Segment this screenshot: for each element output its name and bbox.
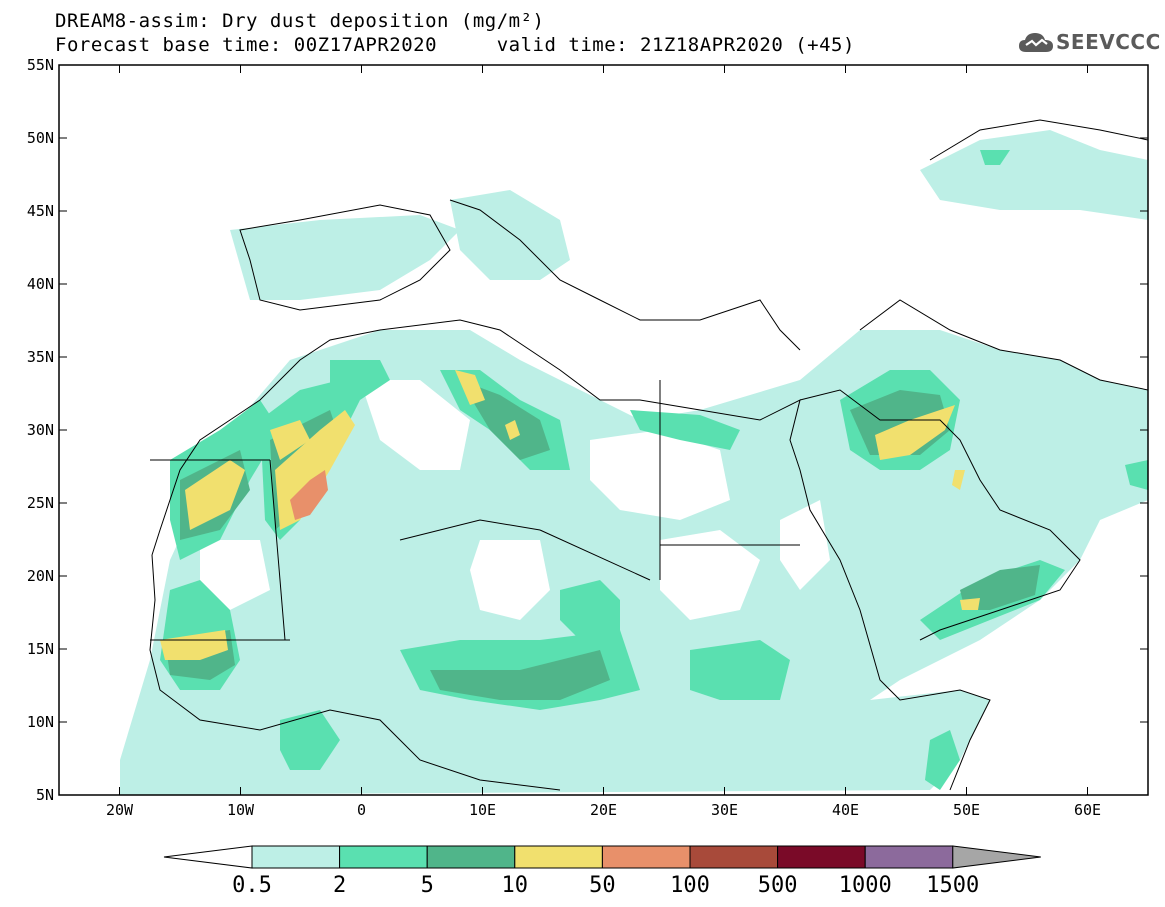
lat-tick-label: 30N (27, 421, 54, 439)
forecast-time-line: Forecast base time: 00Z17APR2020 valid t… (55, 34, 855, 56)
lon-tick-label: 50E (953, 801, 980, 819)
seevccc-logo: SEEVCCC (1018, 28, 1161, 60)
lon-tick-label: 20W (106, 801, 134, 819)
colorbar-segment (777, 845, 866, 869)
lat-tick-label: 10N (27, 713, 54, 731)
colorbar-segment (251, 845, 341, 869)
dust-deposition-field (120, 130, 1148, 795)
colorbar-lower-extend (163, 845, 253, 869)
lat-tick-label: 45N (27, 202, 54, 220)
lon-tick-label: 20E (590, 801, 617, 819)
colorbar-label: 5 (421, 873, 434, 898)
colorbar-segment (864, 845, 954, 869)
lat-tick-label: 40N (27, 275, 54, 293)
colorbar-label: 1500 (926, 873, 979, 898)
colorbar-label: 0.5 (232, 873, 272, 898)
colorbar-segment (426, 845, 516, 869)
longitude-axis: 20W 10W 0 10E 20E 30E 40E 50E 60E (106, 65, 1101, 819)
lat-tick-label: 5N (36, 786, 54, 804)
coastlines (149, 119, 1148, 791)
colorbar-label: 10 (502, 873, 529, 898)
colorbar-upper-extend (952, 845, 1041, 869)
lon-tick-label: 10E (469, 801, 496, 819)
colorbar-label: 100 (670, 873, 710, 898)
colorbar-label: 1000 (839, 873, 892, 898)
lon-tick-label: 60E (1074, 801, 1101, 819)
logo-text: SEEVCCC (1056, 30, 1161, 54)
colorbar-segment (514, 845, 603, 869)
colorbar-segment (339, 845, 428, 869)
colorbar-label: 2 (333, 873, 346, 898)
latitude-axis: 55N 50N 45N 40N 35N 30N 25N 20N 15N 10N 5N (27, 56, 1148, 804)
lat-tick-label: 20N (27, 567, 54, 585)
colorbar-label: 50 (589, 873, 616, 898)
lon-tick-label: 0 (357, 801, 366, 819)
colorbar: 0.5 2 5 10 50 100 500 1000 1500 (163, 845, 1041, 898)
lat-tick-label: 35N (27, 348, 54, 366)
lat-tick-label: 25N (27, 494, 54, 512)
lat-tick-label: 15N (27, 640, 54, 658)
colorbar-label: 500 (758, 873, 798, 898)
lat-tick-label: 55N (27, 56, 54, 74)
lon-tick-label: 10W (227, 801, 255, 819)
colorbar-segment (689, 845, 779, 869)
colorbar-segment (601, 845, 691, 869)
lon-tick-label: 40E (832, 801, 859, 819)
cloud-logo-icon (1019, 33, 1053, 52)
lon-tick-label: 30E (711, 801, 738, 819)
map-title: DREAM8-assim: Dry dust deposition (mg/m²… (55, 10, 545, 32)
lat-tick-label: 50N (27, 129, 54, 147)
